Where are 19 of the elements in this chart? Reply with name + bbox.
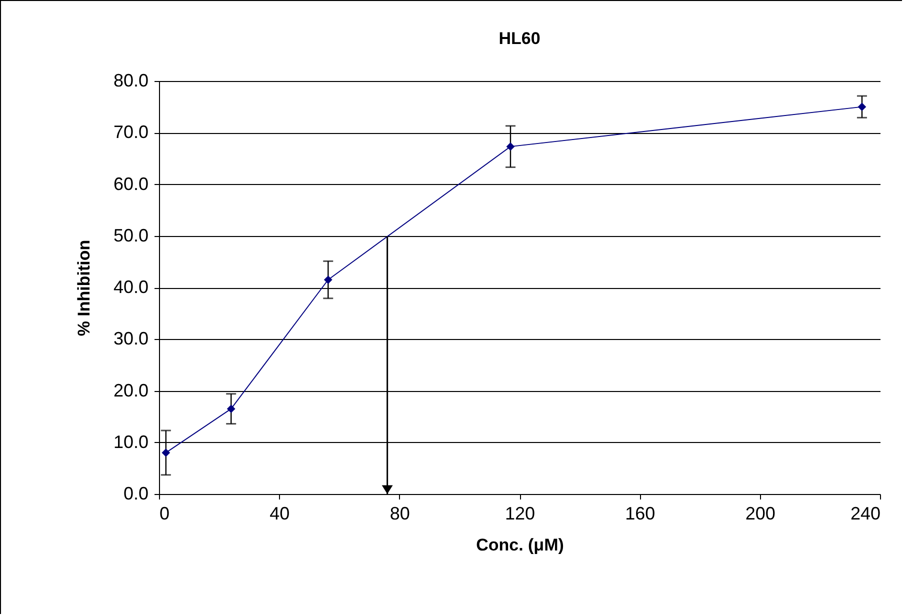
y-tick-label: 70.0 bbox=[113, 122, 148, 142]
y-tick-label: 80.0 bbox=[113, 70, 148, 90]
x-axis-title: Conc. (μM) bbox=[476, 536, 564, 554]
x-tick-label: 160 bbox=[625, 504, 656, 524]
x-tick-label: 120 bbox=[504, 504, 536, 524]
x-tick-label: 200 bbox=[745, 504, 776, 524]
y-tick-label: 20.0 bbox=[113, 380, 148, 400]
x-tick-label: 80 bbox=[390, 504, 410, 524]
x-tick-label: 0 bbox=[160, 504, 170, 524]
x-tick-label: 240 bbox=[850, 504, 880, 524]
y-tick-label: 40.0 bbox=[113, 277, 148, 297]
y-tick-label: 0.0 bbox=[123, 484, 148, 504]
chart-title: HL60 bbox=[498, 29, 540, 48]
y-tick-label: 60.0 bbox=[113, 174, 148, 194]
y-tick-label: 30.0 bbox=[113, 328, 148, 349]
y-axis-title: % Inhibition bbox=[74, 240, 94, 336]
x-tick-label: 40 bbox=[270, 504, 290, 524]
y-tick-label: 50.0 bbox=[113, 225, 148, 246]
y-tick-label: 10.0 bbox=[113, 432, 148, 452]
